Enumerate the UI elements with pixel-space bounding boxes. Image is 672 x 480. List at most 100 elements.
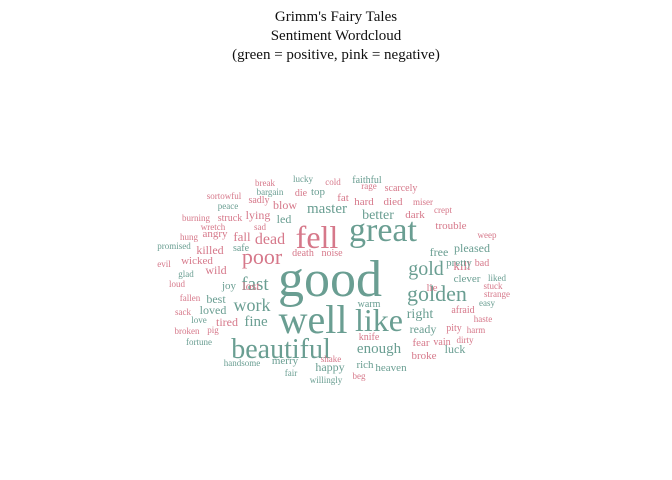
word-joy: joy <box>221 280 237 292</box>
word-top: top <box>311 186 326 198</box>
word-sack: sack <box>175 307 191 317</box>
word-strange: strange <box>484 289 510 299</box>
word-shake: shake <box>321 354 342 364</box>
word-broke: broke <box>411 350 436 362</box>
word-better: better <box>362 208 394 223</box>
word-afraid: afraid <box>451 305 474 316</box>
word-evil: evil <box>157 259 171 269</box>
word-love: love <box>191 315 207 325</box>
word-pity: pity <box>446 323 462 334</box>
word-happy: happy <box>315 360 344 374</box>
word-luck: luck <box>445 342 466 356</box>
word-fair: fair <box>285 368 298 378</box>
word-sadly: sadly <box>248 195 269 206</box>
word-bargain: bargain <box>257 187 284 197</box>
word-lost: lost <box>242 279 260 293</box>
word-wild: wild <box>205 263 226 277</box>
word-burning: burning <box>182 213 210 223</box>
word-work: work <box>234 295 271 315</box>
word-lie: lie <box>427 282 438 294</box>
word-crept: crept <box>434 205 452 215</box>
word-fall: fall <box>233 229 251 244</box>
word-weep: weep <box>478 230 497 240</box>
word-sortowful: sortowful <box>207 191 242 201</box>
word-fallen: fallen <box>180 293 201 303</box>
word-best: best <box>206 292 226 306</box>
word-stuck: stuck <box>484 281 503 291</box>
word-willingly: willingly <box>310 375 343 385</box>
word-warm: warm <box>358 299 381 310</box>
word-cold: cold <box>325 177 341 187</box>
word-well: well <box>279 297 348 342</box>
word-lucky: lucky <box>293 174 313 184</box>
word-dead: dead <box>255 231 285 248</box>
word-blow: blow <box>273 198 297 212</box>
word-tired: tired <box>216 315 238 329</box>
word-clever: clever <box>454 273 481 285</box>
word-die: die <box>295 188 308 199</box>
word-death: death <box>292 248 314 259</box>
word-enough: enough <box>357 341 402 357</box>
chart-title: Grimm's Fairy Tales <box>274 9 398 25</box>
word-poor: poor <box>242 244 283 269</box>
word-loud: loud <box>169 279 186 289</box>
word-golden: golden <box>407 281 467 306</box>
word-rich: rich <box>356 359 374 371</box>
word-ready: ready <box>410 322 437 336</box>
word-peace: peace <box>218 201 238 211</box>
word-faithful: faithful <box>352 175 382 186</box>
word-sad: sad <box>254 222 266 232</box>
word-handsome: handsome <box>224 358 261 368</box>
word-promised: promised <box>157 241 191 251</box>
word-loved: loved <box>200 303 227 317</box>
word-killed: killed <box>196 243 223 257</box>
word-lying: lying <box>246 208 271 222</box>
word-dirty: dirty <box>457 335 474 345</box>
word-wretch: wretch <box>201 222 226 232</box>
word-bad: bad <box>475 258 489 269</box>
word-struck: struck <box>218 213 242 224</box>
chart-subtitle-line-2: (green = positive, pink = negative) <box>232 47 440 63</box>
word-merry: merry <box>272 355 299 367</box>
word-led: led <box>277 212 292 226</box>
word-angry: angry <box>202 228 228 240</box>
word-died: died <box>384 196 403 208</box>
word-fast: fast <box>241 274 269 295</box>
word-scarcely: scarcely <box>385 183 418 194</box>
chart-subtitle-line-1: Sentiment Wordcloud <box>270 28 402 44</box>
word-beautiful: beautiful <box>231 334 331 365</box>
word-haste: haste <box>474 314 493 324</box>
word-rage: rage <box>361 181 377 191</box>
word-free: free <box>430 245 449 259</box>
word-hard: hard <box>354 196 374 208</box>
word-noise: noise <box>321 248 343 259</box>
word-glad: glad <box>178 269 194 279</box>
word-master: master <box>307 201 347 217</box>
word-harm: harm <box>467 325 486 335</box>
word-break: break <box>255 178 275 188</box>
word-trouble: trouble <box>435 220 466 232</box>
word-fell: fell <box>296 219 339 255</box>
word-great: great <box>349 212 418 249</box>
word-pretty: pretty <box>446 257 472 269</box>
word-safe: safe <box>233 243 250 254</box>
word-fine: fine <box>244 314 268 330</box>
word-gold: gold <box>408 258 444 280</box>
word-broken: broken <box>175 326 200 336</box>
word-fat: fat <box>337 192 349 204</box>
word-liked: liked <box>488 273 506 283</box>
word-knife: knife <box>359 332 380 343</box>
word-pleased: pleased <box>454 241 490 255</box>
word-easy: easy <box>479 298 495 308</box>
word-miser: miser <box>413 197 433 207</box>
word-beg: beg <box>353 371 366 381</box>
word-pig: pig <box>207 325 219 335</box>
word-like: like <box>355 302 403 338</box>
word-kill: kill <box>453 258 471 273</box>
word-hung: hung <box>180 232 199 242</box>
word-wicked: wicked <box>181 255 213 267</box>
word-dark: dark <box>405 209 425 221</box>
word-fear: fear <box>412 337 429 349</box>
